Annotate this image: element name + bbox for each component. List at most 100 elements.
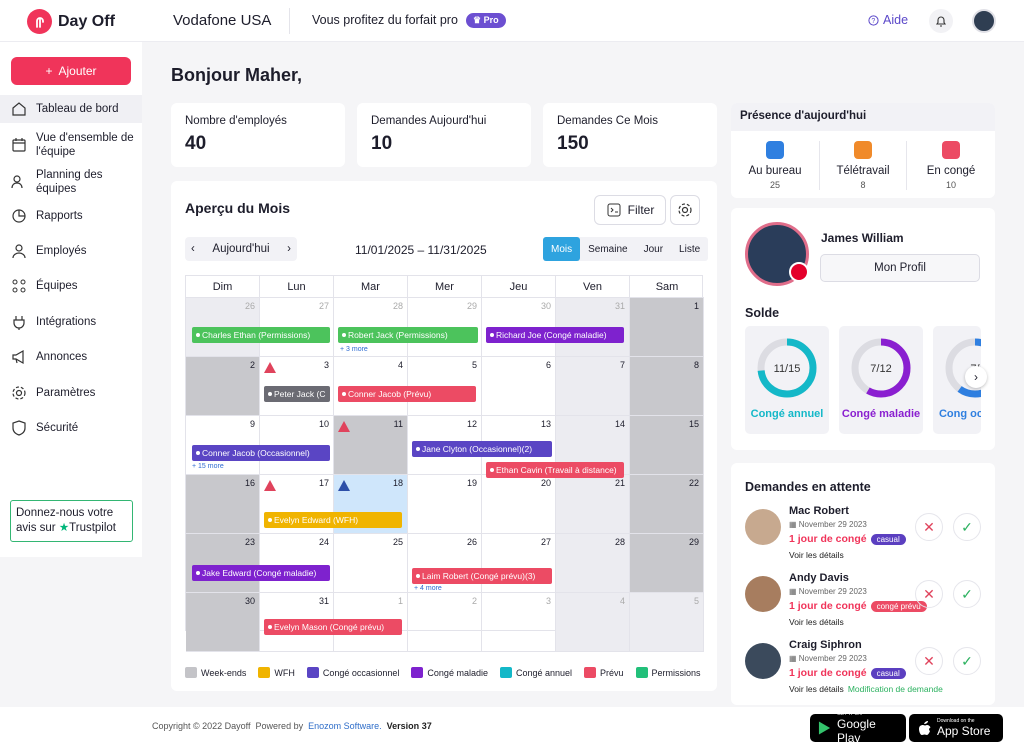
calendar-day-cell[interactable]: 15 bbox=[630, 416, 704, 475]
modify-request-link[interactable]: Modification de demande bbox=[847, 684, 943, 694]
view-month[interactable]: Mois bbox=[543, 237, 581, 261]
chevron-right-icon[interactable]: › bbox=[965, 366, 987, 388]
filter-button[interactable]: Filter bbox=[594, 195, 666, 225]
sidebar-item-team-planning[interactable]: Planning des équipes bbox=[0, 166, 142, 198]
day-number: 10 bbox=[318, 419, 329, 429]
calendar-day-cell[interactable]: 29 bbox=[630, 534, 704, 593]
calendar-event[interactable]: Ethan Cavin (Travail à distance) bbox=[486, 462, 624, 478]
calendar-settings-button[interactable] bbox=[670, 195, 700, 225]
close-icon: ✕ bbox=[923, 518, 935, 535]
today-button[interactable]: Aujourd'hui bbox=[212, 243, 270, 255]
company-link[interactable]: Enozom Software. bbox=[308, 721, 382, 731]
sidebar-item-reports[interactable]: Rapports bbox=[0, 206, 142, 226]
calendar-day-cell[interactable]: 22 bbox=[630, 475, 704, 534]
day-number: 29 bbox=[466, 301, 477, 311]
app-logo[interactable]: Day Off bbox=[27, 9, 115, 34]
calendar-day-cell[interactable]: 6 bbox=[482, 357, 556, 416]
office-icon bbox=[766, 141, 784, 159]
sidebar-item-security[interactable]: Sécurité bbox=[0, 418, 142, 438]
sidebar-item-teams[interactable]: Équipes bbox=[0, 276, 142, 296]
calendar-day-cell[interactable]: 30 bbox=[186, 593, 260, 652]
calendar-event[interactable]: Jane Clyton (Occasionnel)(2) bbox=[412, 441, 552, 457]
calendar-event[interactable]: Peter Jack (C bbox=[264, 386, 330, 402]
calendar-day-cell[interactable]: 24 bbox=[260, 534, 334, 593]
view-details-link[interactable]: Voir les détails bbox=[789, 684, 844, 694]
calendar-event[interactable]: Evelyn Edward (WFH) bbox=[264, 512, 402, 528]
calendar-event[interactable]: Conner Jacob (Occasionnel) bbox=[192, 445, 330, 461]
calendar-day-cell[interactable]: 10 bbox=[260, 416, 334, 475]
balance-card[interactable]: 11/15 Congé annuel bbox=[745, 326, 829, 434]
help-link[interactable]: ? Aide bbox=[868, 13, 908, 27]
reject-button[interactable]: ✕ bbox=[915, 580, 943, 608]
view-day[interactable]: Jour bbox=[643, 243, 664, 255]
calendar-day-cell[interactable]: 16 bbox=[186, 475, 260, 534]
my-profile-button[interactable]: Mon Profil bbox=[820, 254, 980, 282]
calendar-day-cell[interactable]: 8 bbox=[630, 357, 704, 416]
view-details-link[interactable]: Voir les détails bbox=[789, 550, 844, 560]
calendar-day-cell[interactable]: 5 bbox=[408, 357, 482, 416]
more-events-link[interactable]: + 4 more bbox=[414, 585, 442, 592]
calendar-event[interactable]: Jake Edward (Congé maladie) bbox=[192, 565, 330, 581]
sidebar-item-settings[interactable]: Paramètres bbox=[0, 383, 142, 403]
calendar-day-cell[interactable]: 2 bbox=[186, 357, 260, 416]
legend-swatch bbox=[635, 667, 648, 678]
calendar-day-cell[interactable]: 28 bbox=[556, 534, 630, 593]
calendar-event[interactable]: Richard Joe (Congé maladie) bbox=[486, 327, 624, 343]
calendar-day-cell[interactable]: 7 bbox=[556, 357, 630, 416]
view-details-link[interactable]: Voir les détails bbox=[789, 617, 844, 627]
presence-office: Au bureau 25 bbox=[731, 141, 819, 190]
google-play-button[interactable]: GET IT ON Google Play bbox=[810, 711, 906, 745]
calendar-day-cell[interactable]: 23 bbox=[186, 534, 260, 593]
more-events-link[interactable]: + 15 more bbox=[192, 463, 224, 470]
logo-icon bbox=[27, 9, 52, 34]
calendar-day-cell[interactable]: 19 bbox=[408, 475, 482, 534]
calendar-event[interactable]: Conner Jacob (Prévu) bbox=[338, 386, 476, 402]
calendar-day-cell[interactable]: 5 bbox=[630, 593, 704, 652]
calendar-day-cell[interactable]: 29 bbox=[408, 298, 482, 357]
calendar-day-cell[interactable]: 27 bbox=[260, 298, 334, 357]
view-list[interactable]: Liste bbox=[679, 243, 701, 255]
approve-button[interactable]: ✓ bbox=[953, 580, 981, 608]
approve-button[interactable]: ✓ bbox=[953, 647, 981, 675]
calendar-day-cell[interactable]: 3 bbox=[482, 593, 556, 652]
legend-swatch bbox=[499, 667, 512, 678]
calendar-day-cell[interactable]: 25 bbox=[334, 534, 408, 593]
trustpilot-widget[interactable]: Donnez-nous votre avis sur ★Trustpilot bbox=[10, 500, 133, 542]
calendar-day-cell[interactable]: 26 bbox=[408, 534, 482, 593]
chevron-right-icon[interactable]: › bbox=[287, 243, 291, 255]
legend-item: Congé annuel bbox=[499, 667, 572, 678]
calendar-day-cell[interactable]: 20 bbox=[482, 475, 556, 534]
sidebar-item-team-overview[interactable]: Vue d'ensemble de l'équipe bbox=[0, 129, 142, 161]
sidebar-item-announcements[interactable]: Annonces bbox=[0, 347, 142, 367]
sidebar-item-label: Employés bbox=[36, 245, 87, 257]
calendar-day-cell[interactable]: 3 bbox=[260, 357, 334, 416]
sidebar-item-integrations[interactable]: Intégrations bbox=[0, 312, 142, 332]
more-events-link[interactable]: + 3 more bbox=[340, 346, 368, 353]
calendar-day-cell[interactable]: 1 bbox=[630, 298, 704, 357]
day-number: 9 bbox=[249, 419, 255, 429]
calendar-day-cell[interactable]: 21 bbox=[556, 475, 630, 534]
company-name: Vodafone USA bbox=[173, 12, 272, 29]
sidebar-item-employees[interactable]: Employés bbox=[0, 241, 142, 261]
chevron-left-icon[interactable]: ‹ bbox=[191, 243, 195, 255]
approve-button[interactable]: ✓ bbox=[953, 513, 981, 541]
notification-bell-icon[interactable] bbox=[929, 9, 953, 33]
reject-button[interactable]: ✕ bbox=[915, 513, 943, 541]
sidebar-item-dashboard[interactable]: Tableau de bord bbox=[0, 95, 142, 123]
calendar-event[interactable]: Laim Robert (Congé prévu)(3) bbox=[412, 568, 552, 584]
calendar-event[interactable]: Evelyn Mason (Congé prévu) bbox=[264, 619, 402, 635]
calendar-event[interactable]: Charles Ethan (Permissions) bbox=[192, 327, 330, 343]
calendar-day-cell[interactable]: 2 bbox=[408, 593, 482, 652]
add-button[interactable]: + Ajouter bbox=[11, 57, 131, 85]
sidebar-item-label: Rapports bbox=[36, 210, 83, 222]
calendar-day-cell[interactable]: 1 bbox=[334, 593, 408, 652]
calendar-event[interactable]: Robert Jack (Permissions) bbox=[338, 327, 478, 343]
user-avatar[interactable] bbox=[972, 9, 996, 33]
app-store-button[interactable]: Download on the App Store bbox=[909, 714, 1003, 742]
calendar-day-cell[interactable]: 27 bbox=[482, 534, 556, 593]
calendar-day-cell[interactable]: 17 bbox=[260, 475, 334, 534]
calendar-day-cell[interactable]: 4 bbox=[556, 593, 630, 652]
balance-card[interactable]: 7/12 Congé maladie bbox=[839, 326, 923, 434]
reject-button[interactable]: ✕ bbox=[915, 647, 943, 675]
view-week[interactable]: Semaine bbox=[588, 243, 628, 255]
